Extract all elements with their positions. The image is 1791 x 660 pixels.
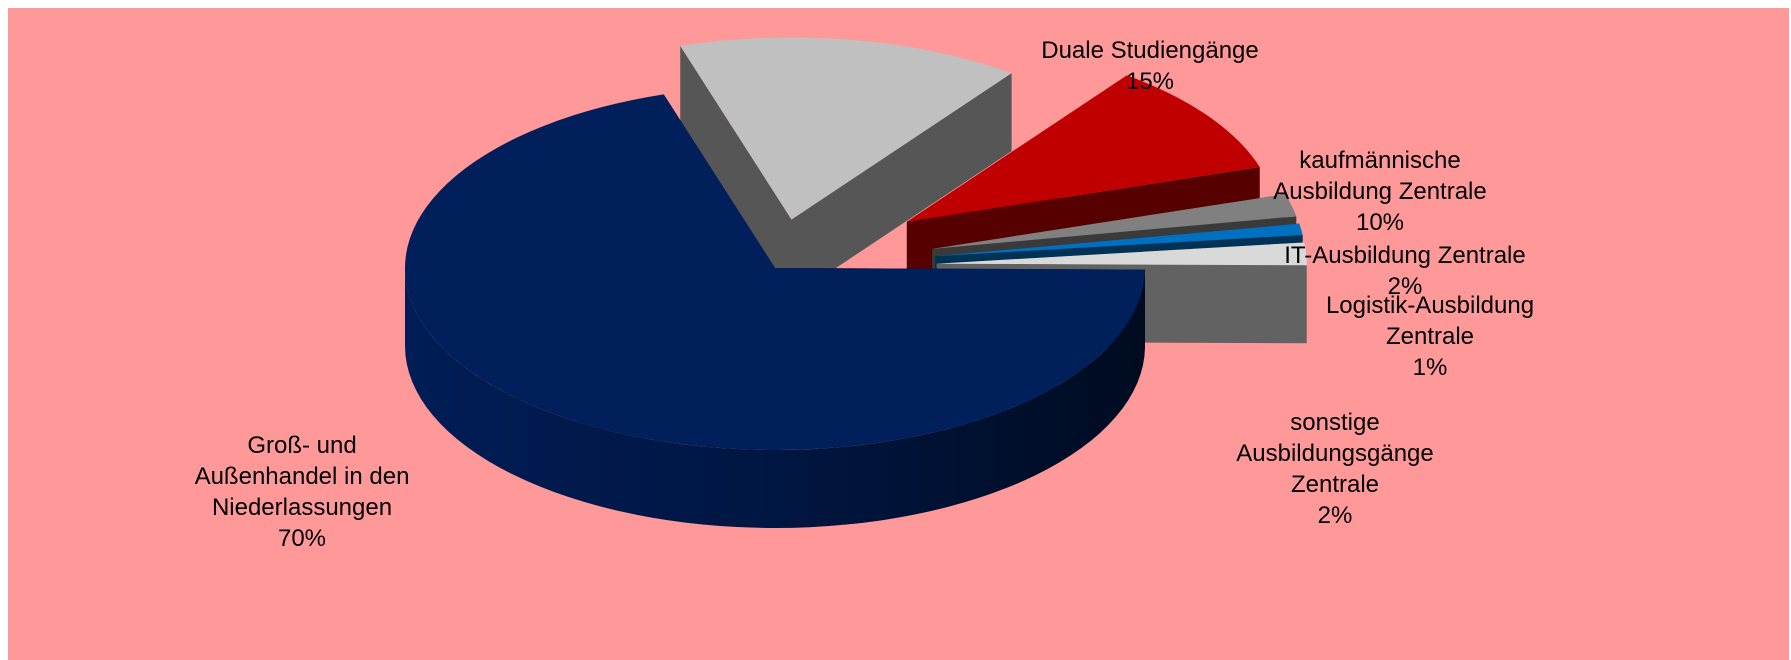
data-label-name: Groß- und Außenhandel in den Niederlassu… bbox=[194, 432, 410, 521]
slice-top-face bbox=[405, 94, 1145, 450]
slice-top-face bbox=[680, 37, 1012, 220]
slice-top-face bbox=[935, 223, 1303, 257]
data-label-name: sonstige Ausbildungsgänge Zentrale bbox=[1236, 409, 1434, 498]
data-label-4: Logistik-Ausbildung Zentrale 1% bbox=[1326, 290, 1534, 383]
slice-cut-wall bbox=[680, 45, 792, 298]
data-label-value: 2% bbox=[1387, 273, 1423, 300]
slice-top-face bbox=[932, 194, 1297, 249]
data-label-name: Logistik-Ausbildung Zentrale bbox=[1325, 292, 1535, 350]
slice-top-face bbox=[906, 75, 1260, 222]
data-label-value: 15% bbox=[1125, 68, 1175, 95]
data-label-3: IT-Ausbildung Zentrale 2% bbox=[1284, 240, 1525, 302]
slice-top-face bbox=[936, 242, 1307, 266]
data-label-0: Groß- und Außenhandel in den Niederlassu… bbox=[195, 430, 410, 554]
data-label-2: kaufmännische Ausbildung Zentrale 10% bbox=[1273, 145, 1486, 238]
data-label-5: sonstige Ausbildungsgänge Zentrale 2% bbox=[1236, 407, 1434, 531]
data-label-value: 70% bbox=[277, 525, 327, 552]
pie-slice-0 bbox=[404, 94, 1145, 529]
data-label-name: kaufmännische Ausbildung Zentrale bbox=[1273, 147, 1487, 205]
data-label-value: 10% bbox=[1355, 209, 1405, 236]
slice-cut-wall bbox=[791, 73, 1012, 298]
data-label-value: 1% bbox=[1412, 354, 1448, 381]
slice-side-wall bbox=[404, 268, 1145, 529]
data-label-value: 2% bbox=[1317, 502, 1353, 529]
data-label-name: IT-Ausbildung Zentrale bbox=[1284, 242, 1526, 269]
data-label-1: Duale Studiengänge 15% bbox=[1041, 35, 1259, 97]
pie-slice-1 bbox=[680, 37, 1012, 298]
data-label-name: Duale Studiengänge bbox=[1041, 37, 1259, 64]
